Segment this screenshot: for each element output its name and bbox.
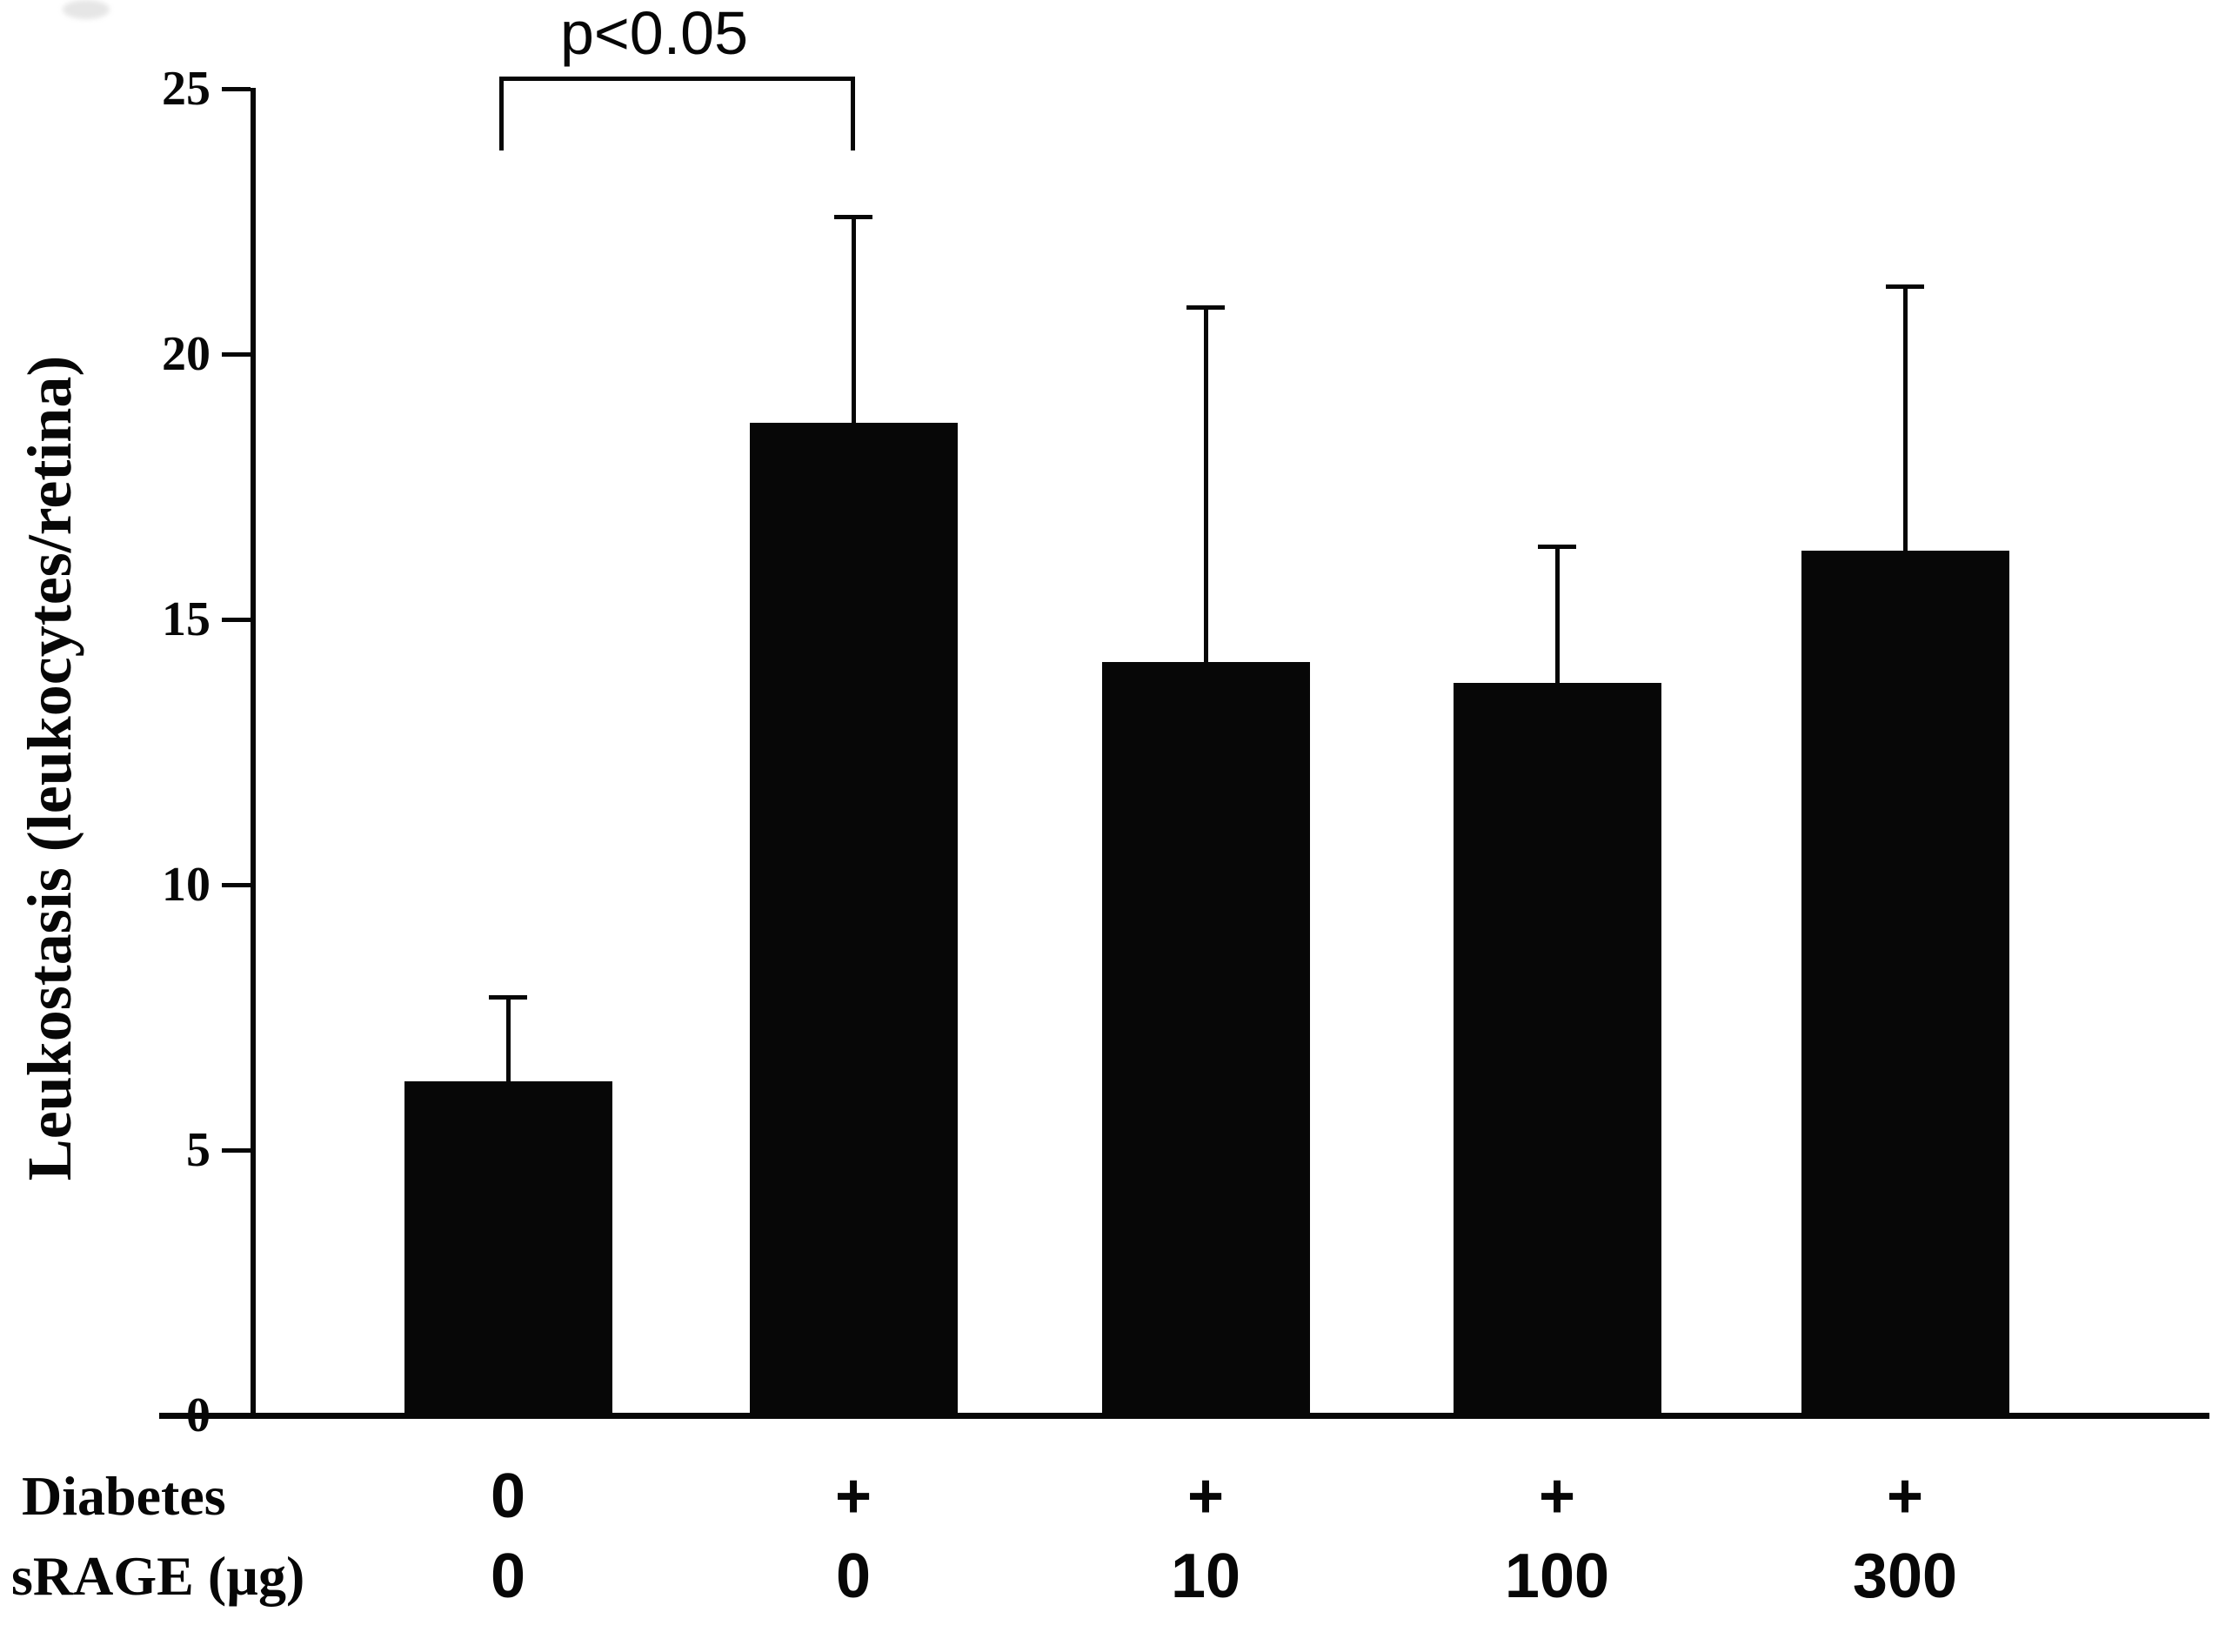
x-row-0-value-4: +: [1886, 1461, 1924, 1531]
bar-0: [404, 1080, 612, 1415]
error-bar-stem-2: [1204, 306, 1208, 662]
y-tick-label-15: 15: [162, 592, 211, 646]
y-tick-mark-10: [222, 883, 251, 887]
y-tick-mark-25: [222, 87, 251, 91]
x-row-1-value-0: 0: [490, 1542, 526, 1611]
x-row-label-1: sRAGE (µg): [11, 1545, 305, 1607]
bar-1: [749, 423, 958, 1415]
error-bar-cap-1: [834, 215, 872, 220]
y-tick-label-0: 0: [186, 1388, 211, 1442]
x-axis-line: [159, 1413, 2209, 1419]
error-bar-stem-0: [506, 996, 511, 1081]
error-bar-stem-1: [852, 216, 856, 424]
error-bar-cap-3: [1538, 544, 1576, 549]
y-tick-label-10: 10: [162, 858, 211, 912]
x-row-1-value-1: 0: [835, 1542, 872, 1611]
x-row-0-value-1: +: [834, 1461, 872, 1531]
y-tick-label-5: 5: [186, 1123, 211, 1177]
error-bar-cap-0: [489, 995, 527, 1000]
x-row-1-value-3: 100: [1504, 1542, 1610, 1611]
bar-3: [1453, 683, 1661, 1415]
y-tick-mark-5: [222, 1148, 251, 1153]
error-bar-cap-2: [1186, 305, 1225, 311]
x-row-1-value-2: 10: [1170, 1542, 1241, 1611]
significance-label: p<0.05: [559, 0, 749, 67]
error-bar-stem-3: [1555, 545, 1560, 684]
x-row-0-value-0: 0: [490, 1461, 526, 1531]
y-tick-mark-20: [222, 352, 251, 357]
y-axis-title: Leukostasis (leukocytes/retina): [15, 355, 84, 1181]
x-row-0-value-2: +: [1186, 1461, 1225, 1531]
bar-2: [1101, 661, 1310, 1415]
x-row-0-value-3: +: [1538, 1461, 1576, 1531]
error-bar-stem-4: [1903, 284, 1908, 551]
significance-bracket: [499, 77, 855, 150]
y-tick-mark-15: [222, 618, 251, 622]
x-row-label-0: Diabetes: [22, 1465, 226, 1527]
crop-artifact: [63, 0, 110, 19]
x-row-1-value-4: 300: [1852, 1542, 1958, 1611]
error-bar-cap-4: [1886, 284, 1924, 289]
y-tick-label-20: 20: [162, 327, 211, 381]
bar-4: [1801, 550, 2009, 1415]
y-axis-line: [251, 88, 256, 1419]
y-tick-label-25: 25: [162, 62, 211, 116]
